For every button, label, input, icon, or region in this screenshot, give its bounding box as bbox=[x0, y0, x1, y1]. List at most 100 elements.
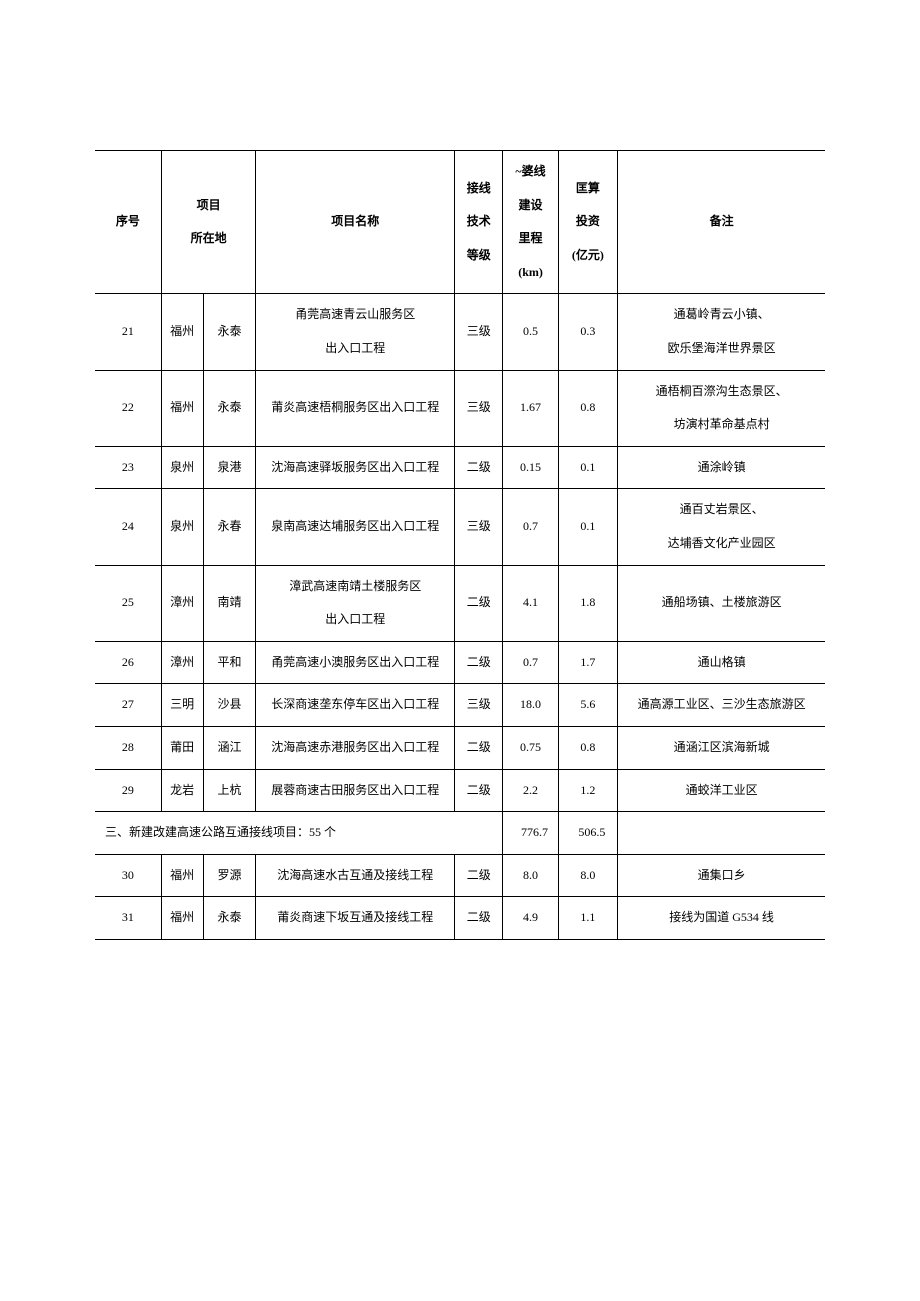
section-note bbox=[618, 812, 825, 855]
level-cell: 二级 bbox=[454, 726, 503, 769]
level-cell: 二级 bbox=[454, 565, 503, 641]
inv-cell: 5.6 bbox=[558, 684, 618, 727]
section-title: 三、新建改建高速公路互通接线项目：55 个 bbox=[95, 812, 503, 855]
seq-cell: 25 bbox=[95, 565, 161, 641]
inv-cell: 8.0 bbox=[558, 854, 618, 897]
name-cell: 甬莞高速小澳服务区出入口工程 bbox=[256, 641, 454, 684]
county-cell: 沙县 bbox=[203, 684, 256, 727]
table-row: 30福州罗源沈海高速水古互通及接线工程二级8.08.0通集口乡 bbox=[95, 854, 825, 897]
col-loc: 项目所在地 bbox=[161, 151, 256, 294]
level-cell: 三级 bbox=[454, 684, 503, 727]
county-cell: 涵江 bbox=[203, 726, 256, 769]
col-km: ~婆线建设里程(km) bbox=[503, 151, 558, 294]
name-cell: 漳武高速南靖土楼服务区出入口工程 bbox=[256, 565, 454, 641]
table-row: 31福州永泰莆炎商速下坂互通及接线工程二级4.91.1接线为国道 G534 线 bbox=[95, 897, 825, 940]
county-cell: 永泰 bbox=[203, 294, 256, 370]
name-cell: 沈海高速水古互通及接线工程 bbox=[256, 854, 454, 897]
table-body: 21福州永泰甬莞高速青云山服务区出入口工程三级0.50.3通葛岭青云小镇、欧乐堡… bbox=[95, 294, 825, 940]
county-cell: 南靖 bbox=[203, 565, 256, 641]
table-row: 25漳州南靖漳武高速南靖土楼服务区出入口工程二级4.11.8通船场镇、土楼旅游区 bbox=[95, 565, 825, 641]
name-cell: 泉南高速达埔服务区出入口工程 bbox=[256, 489, 454, 565]
inv-cell: 1.7 bbox=[558, 641, 618, 684]
seq-cell: 27 bbox=[95, 684, 161, 727]
note-cell: 通梧桐百漈沟生态景区、坊演村革命基点村 bbox=[618, 370, 825, 446]
section-inv: 506.5 bbox=[558, 812, 618, 855]
seq-cell: 30 bbox=[95, 854, 161, 897]
note-cell: 通蛟洋工业区 bbox=[618, 769, 825, 812]
inv-cell: 0.8 bbox=[558, 370, 618, 446]
col-note: 备注 bbox=[618, 151, 825, 294]
level-cell: 二级 bbox=[454, 641, 503, 684]
note-cell: 通船场镇、土楼旅游区 bbox=[618, 565, 825, 641]
note-cell: 通集口乡 bbox=[618, 854, 825, 897]
km-cell: 4.9 bbox=[503, 897, 558, 940]
col-seq: 序号 bbox=[95, 151, 161, 294]
level-cell: 三级 bbox=[454, 370, 503, 446]
table-row: 24泉州永春泉南高速达埔服务区出入口工程三级0.70.1通百丈岩景区、达埔香文化… bbox=[95, 489, 825, 565]
city-cell: 漳州 bbox=[161, 641, 203, 684]
name-cell: 莆炎商速下坂互通及接线工程 bbox=[256, 897, 454, 940]
table-row: 21福州永泰甬莞高速青云山服务区出入口工程三级0.50.3通葛岭青云小镇、欧乐堡… bbox=[95, 294, 825, 370]
county-cell: 罗源 bbox=[203, 854, 256, 897]
note-cell: 通高源工业区、三沙生态旅游区 bbox=[618, 684, 825, 727]
table-row: 27三明沙县长深商速垄东停车区出入口工程三级18.05.6通高源工业区、三沙生态… bbox=[95, 684, 825, 727]
seq-cell: 26 bbox=[95, 641, 161, 684]
seq-cell: 28 bbox=[95, 726, 161, 769]
seq-cell: 22 bbox=[95, 370, 161, 446]
km-cell: 0.75 bbox=[503, 726, 558, 769]
inv-cell: 0.3 bbox=[558, 294, 618, 370]
km-cell: 0.7 bbox=[503, 641, 558, 684]
table-row: 26漳州平和甬莞高速小澳服务区出入口工程二级0.71.7通山格镇 bbox=[95, 641, 825, 684]
km-cell: 4.1 bbox=[503, 565, 558, 641]
city-cell: 漳州 bbox=[161, 565, 203, 641]
table-row: 23泉州泉港沈海高速驿坂服务区出入口工程二级0.150.1通涂岭镇 bbox=[95, 446, 825, 489]
seq-cell: 31 bbox=[95, 897, 161, 940]
section-km: 776.7 bbox=[503, 812, 558, 855]
note-cell: 通山格镇 bbox=[618, 641, 825, 684]
inv-cell: 1.2 bbox=[558, 769, 618, 812]
city-cell: 福州 bbox=[161, 294, 203, 370]
col-name: 项目名称 bbox=[256, 151, 454, 294]
county-cell: 永泰 bbox=[203, 370, 256, 446]
km-cell: 8.0 bbox=[503, 854, 558, 897]
county-cell: 泉港 bbox=[203, 446, 256, 489]
note-cell: 接线为国道 G534 线 bbox=[618, 897, 825, 940]
name-cell: 长深商速垄东停车区出入口工程 bbox=[256, 684, 454, 727]
city-cell: 福州 bbox=[161, 897, 203, 940]
city-cell: 泉州 bbox=[161, 446, 203, 489]
name-cell: 沈海高速赤港服务区出入口工程 bbox=[256, 726, 454, 769]
col-inv: 匡算投资(亿元) bbox=[558, 151, 618, 294]
section-row: 三、新建改建高速公路互通接线项目：55 个776.7506.5 bbox=[95, 812, 825, 855]
km-cell: 0.15 bbox=[503, 446, 558, 489]
inv-cell: 0.1 bbox=[558, 446, 618, 489]
name-cell: 莆炎高速梧桐服务区出入口工程 bbox=[256, 370, 454, 446]
km-cell: 2.2 bbox=[503, 769, 558, 812]
note-cell: 通涵江区滨海新城 bbox=[618, 726, 825, 769]
inv-cell: 1.8 bbox=[558, 565, 618, 641]
km-cell: 1.67 bbox=[503, 370, 558, 446]
note-cell: 通百丈岩景区、达埔香文化产业园区 bbox=[618, 489, 825, 565]
name-cell: 沈海高速驿坂服务区出入口工程 bbox=[256, 446, 454, 489]
seq-cell: 23 bbox=[95, 446, 161, 489]
inv-cell: 1.1 bbox=[558, 897, 618, 940]
city-cell: 莆田 bbox=[161, 726, 203, 769]
note-cell: 通涂岭镇 bbox=[618, 446, 825, 489]
city-cell: 泉州 bbox=[161, 489, 203, 565]
level-cell: 二级 bbox=[454, 446, 503, 489]
county-cell: 平和 bbox=[203, 641, 256, 684]
header-row: 序号 项目所在地 项目名称 接线技术等级 ~婆线建设里程(km) 匡算投资(亿元… bbox=[95, 151, 825, 294]
level-cell: 二级 bbox=[454, 854, 503, 897]
km-cell: 18.0 bbox=[503, 684, 558, 727]
level-cell: 三级 bbox=[454, 489, 503, 565]
city-cell: 三明 bbox=[161, 684, 203, 727]
table-row: 22福州永泰莆炎高速梧桐服务区出入口工程三级1.670.8通梧桐百漈沟生态景区、… bbox=[95, 370, 825, 446]
county-cell: 永春 bbox=[203, 489, 256, 565]
km-cell: 0.5 bbox=[503, 294, 558, 370]
level-cell: 二级 bbox=[454, 769, 503, 812]
table-row: 28莆田涵江沈海高速赤港服务区出入口工程二级0.750.8通涵江区滨海新城 bbox=[95, 726, 825, 769]
inv-cell: 0.8 bbox=[558, 726, 618, 769]
name-cell: 甬莞高速青云山服务区出入口工程 bbox=[256, 294, 454, 370]
level-cell: 二级 bbox=[454, 897, 503, 940]
note-cell: 通葛岭青云小镇、欧乐堡海洋世界景区 bbox=[618, 294, 825, 370]
km-cell: 0.7 bbox=[503, 489, 558, 565]
